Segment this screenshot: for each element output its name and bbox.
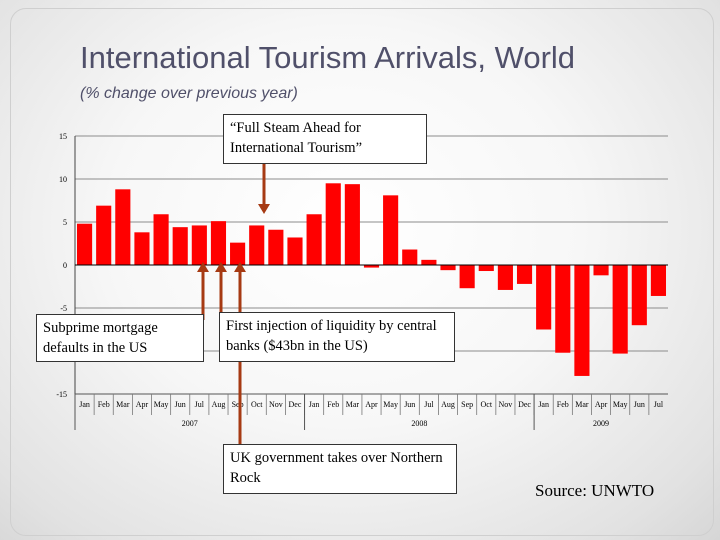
x-tick-label: Feb — [98, 400, 110, 409]
callout-full-steam: “Full Steam Ahead for International Tour… — [223, 114, 427, 164]
arrow-liquidity — [215, 262, 227, 316]
slide-subtitle: (% change over previous year) — [80, 85, 298, 102]
x-tick-label: Feb — [557, 400, 569, 409]
callout-uk-gov: UK government takes over Northern Rock — [223, 444, 457, 494]
x-tick-label: Sep — [461, 400, 473, 409]
callout-subprime: Subprime mortgage defaults in the US — [36, 314, 204, 362]
bar — [536, 265, 552, 330]
x-tick-label: Jan — [538, 400, 549, 409]
bar — [96, 205, 112, 265]
bar — [210, 221, 227, 265]
x-tick-label: Oct — [251, 400, 263, 409]
bar — [421, 259, 437, 265]
source-label: Source: UNWTO — [535, 481, 655, 500]
bar — [478, 265, 494, 272]
arrow-head — [234, 262, 246, 272]
x-tick-label: Aug — [441, 400, 455, 409]
x-tick-label: Sep — [232, 400, 244, 409]
bar — [134, 232, 150, 265]
x-tick-label: Apr — [365, 400, 378, 409]
bar — [631, 265, 647, 326]
x-tick-label: May — [613, 400, 628, 409]
arrow-head — [258, 204, 270, 214]
y-tick-label: 5 — [63, 218, 67, 227]
bar — [230, 242, 246, 265]
year-label: 2007 — [182, 419, 198, 428]
x-tick-label: Feb — [327, 400, 339, 409]
y-tick-label: -5 — [60, 304, 67, 313]
bar — [115, 189, 131, 265]
x-tick-label: Jul — [654, 400, 664, 409]
x-tick-label: Apr — [595, 400, 608, 409]
year-label: 2008 — [411, 419, 427, 428]
x-tick-label: Aug — [212, 400, 226, 409]
bar — [497, 265, 513, 290]
arrow-head — [197, 262, 209, 272]
bar — [249, 225, 265, 265]
bar — [191, 225, 207, 265]
slide-title: International Tourism Arrivals, World — [80, 40, 576, 75]
bar — [268, 229, 284, 265]
x-tick-label: Nov — [499, 400, 513, 409]
x-tick-label: Jun — [634, 400, 645, 409]
x-tick-label: Jan — [309, 400, 320, 409]
bar — [153, 214, 169, 265]
bar — [459, 265, 475, 289]
x-tick-label: Nov — [269, 400, 283, 409]
x-tick-label: Mar — [346, 400, 360, 409]
bar — [516, 265, 533, 284]
x-tick-label: May — [154, 400, 169, 409]
bar — [440, 265, 456, 271]
x-tick-label: Jul — [195, 400, 205, 409]
bars — [77, 183, 666, 376]
bar — [172, 227, 188, 265]
bar — [287, 237, 303, 265]
bar — [593, 265, 609, 276]
bar — [383, 195, 399, 265]
x-tick-label: Mar — [116, 400, 130, 409]
bar — [574, 265, 590, 376]
slide-frame — [10, 8, 714, 536]
x-tick-label: Dec — [518, 400, 531, 409]
x-tick-label: Oct — [480, 400, 492, 409]
x-tick-label: May — [383, 400, 398, 409]
callout-liquidity: First injection of liquidity by central … — [219, 312, 455, 362]
y-tick-label: -15 — [56, 390, 67, 399]
y-tick-label: 0 — [63, 261, 67, 270]
x-tick-label: Apr — [136, 400, 149, 409]
bar — [555, 265, 571, 353]
arrow-subprime — [197, 262, 209, 320]
y-tick-label: 15 — [59, 132, 67, 141]
bar — [306, 214, 322, 265]
arrow-head — [215, 262, 227, 272]
x-tick-label: Dec — [289, 400, 302, 409]
bar — [650, 265, 666, 296]
bar — [344, 184, 360, 265]
x-tick-label: Jan — [79, 400, 90, 409]
bar — [363, 265, 380, 268]
year-label: 2009 — [593, 419, 609, 428]
arrow-full-steam — [258, 164, 270, 214]
bar — [402, 249, 418, 265]
y-tick-label: 10 — [59, 175, 67, 184]
bar — [325, 183, 341, 265]
x-tick-label: Jun — [404, 400, 415, 409]
x-tick-label: Mar — [575, 400, 589, 409]
x-tick-label: Jul — [424, 400, 434, 409]
bar — [77, 223, 93, 265]
bar — [612, 265, 628, 354]
x-tick-label: Jun — [175, 400, 186, 409]
